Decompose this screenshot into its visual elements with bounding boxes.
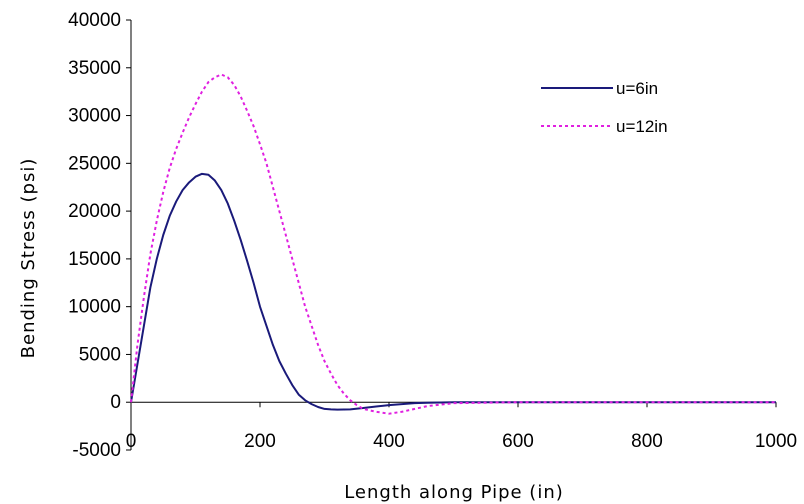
y-tick-label: 25000: [68, 153, 121, 174]
series-line-u=6in: [130, 172, 776, 411]
x-tick-label: 800: [631, 431, 663, 452]
y-tick-label: -5000: [72, 440, 121, 461]
y-tick-label: 15000: [68, 249, 121, 270]
y-tick-label: 40000: [68, 10, 121, 31]
x-tick-label: 200: [244, 431, 276, 452]
x-tick-label: 0: [126, 431, 137, 452]
tick-labels: -500005000100001500020000250003000035000…: [68, 10, 797, 461]
x-tick-label: 400: [373, 431, 405, 452]
y-tick-label: 5000: [79, 344, 121, 365]
y-tick-label: 10000: [68, 297, 121, 318]
y-tick-label: 35000: [68, 58, 121, 79]
x-tick-label: 600: [502, 431, 534, 452]
series-layer: [130, 73, 776, 415]
x-tick-label: 1000: [755, 431, 797, 452]
y-tick-label: 20000: [68, 201, 121, 222]
legend-label: u=6in: [616, 79, 658, 98]
y-axis-title: Bending Stress (psi): [18, 158, 39, 359]
legend-label: u=12in: [616, 117, 668, 136]
series-line-u=12in: [130, 73, 776, 415]
axes: [126, 19, 777, 451]
y-tick-label: 0: [110, 392, 121, 413]
x-axis-title: Length along Pipe (in): [344, 482, 564, 503]
legend: u=6in u=12in: [541, 79, 668, 136]
y-tick-label: 30000: [68, 106, 121, 127]
